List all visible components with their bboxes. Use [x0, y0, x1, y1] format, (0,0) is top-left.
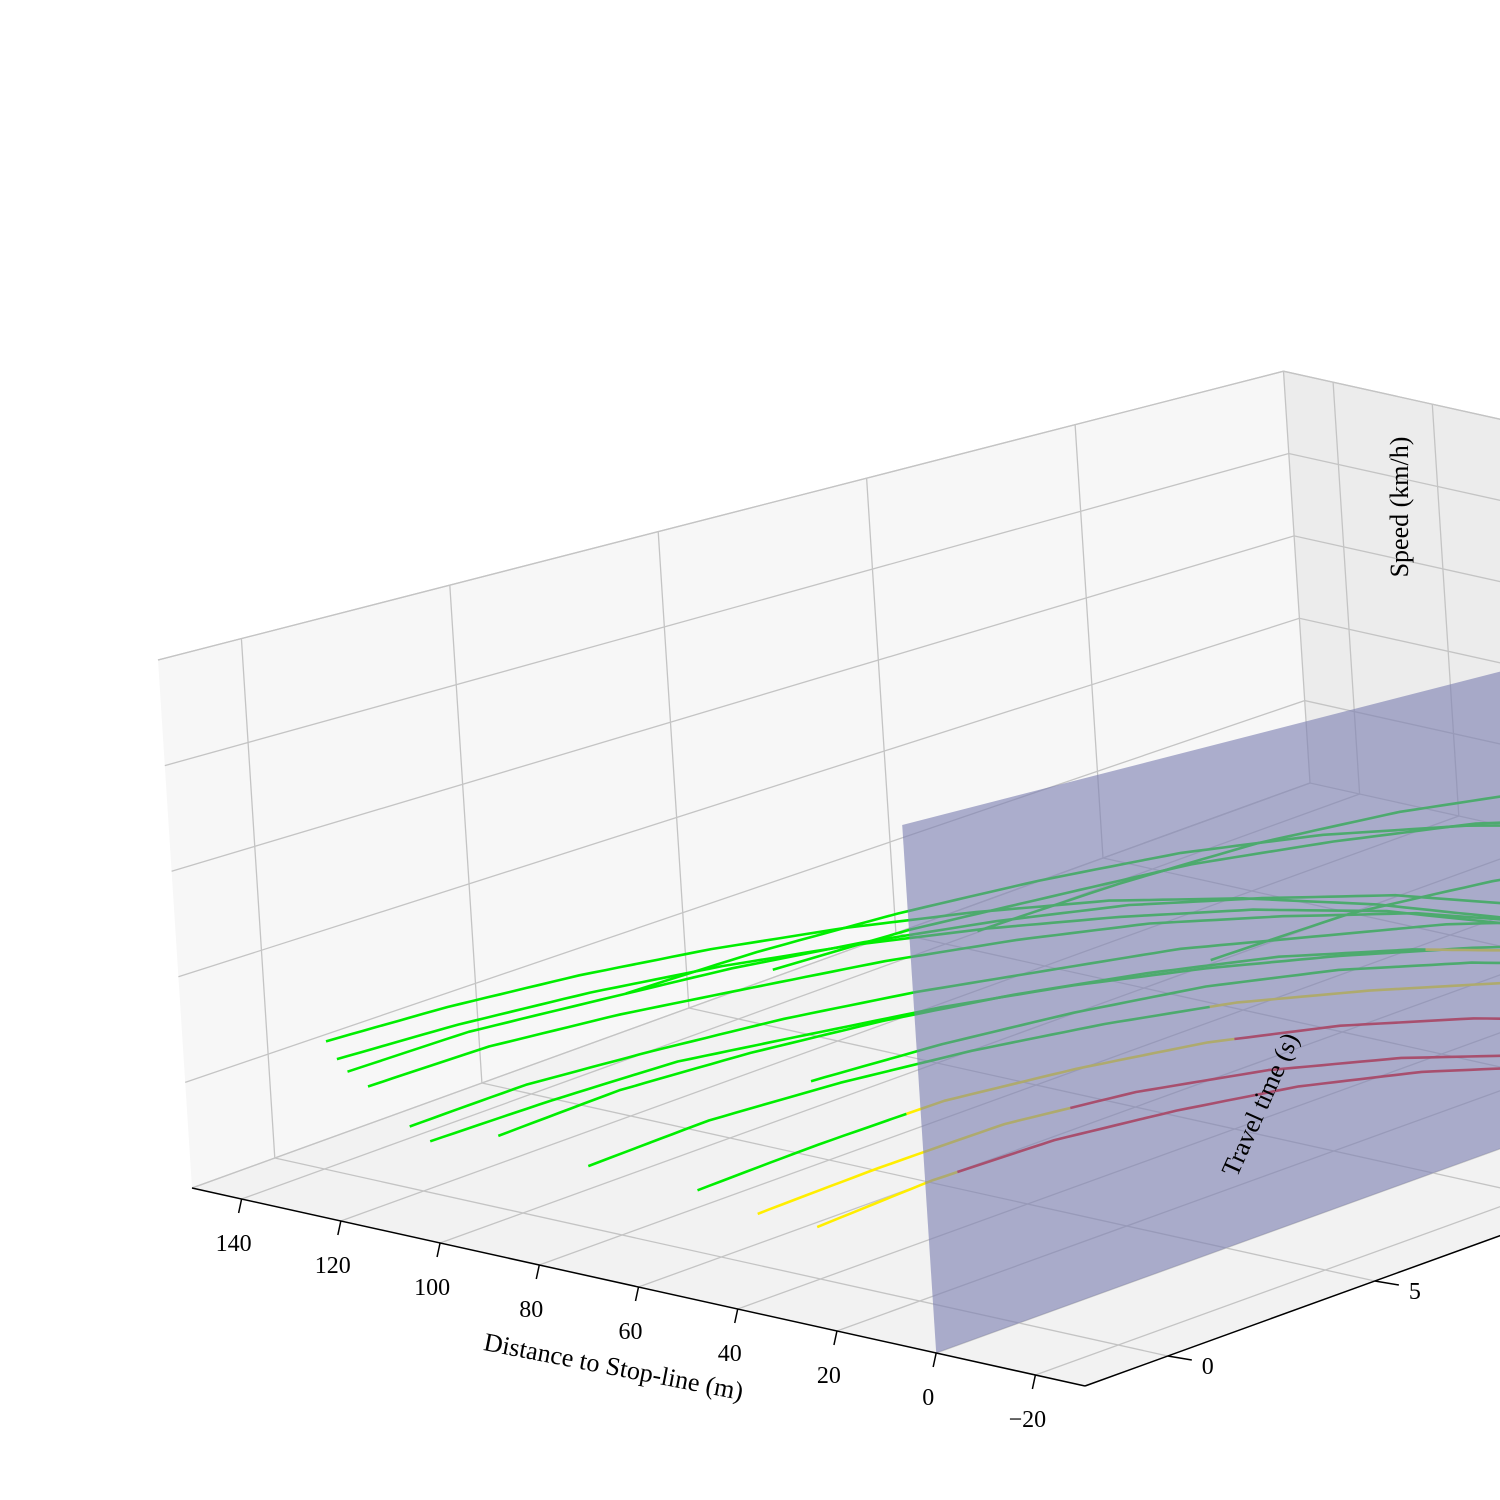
- z-axis-title: Speed (km/h): [1385, 437, 1414, 578]
- grid-line-x: [439, 858, 1500, 1244]
- grid-line-x: [1035, 1206, 1500, 1376]
- x-tick: [337, 1220, 342, 1236]
- x-tick: [535, 1264, 541, 1280]
- y-tick-label: 0: [1202, 1354, 1214, 1380]
- stop-line-plane: [902, 671, 1500, 1353]
- x-tick: [932, 1352, 937, 1368]
- x-tick-label: 120: [315, 1253, 351, 1279]
- x-tick-label: 140: [216, 1231, 252, 1257]
- y-tick: [1167, 1355, 1192, 1361]
- grid-line-x: [935, 1148, 1500, 1354]
- stop-line-plane-surface: [902, 671, 1500, 1353]
- x-tick-label: 20: [817, 1363, 841, 1389]
- x-tick-label: 0: [922, 1385, 934, 1411]
- x-tick: [733, 1308, 739, 1324]
- grid-line-z: [178, 617, 1500, 978]
- x-tick-label: 40: [718, 1341, 742, 1367]
- x-tick-label: −20: [1009, 1407, 1047, 1433]
- x-tick: [634, 1286, 640, 1302]
- y-axis-line: [1084, 1234, 1500, 1387]
- x-tick: [436, 1242, 441, 1258]
- y-tick-label: 5: [1409, 1279, 1421, 1305]
- x-tick: [1031, 1374, 1037, 1390]
- x-axis-title: Distance to Stop-line (m): [481, 1327, 745, 1406]
- grid-line-z: [164, 452, 1500, 767]
- x-tick-label: 80: [519, 1297, 543, 1323]
- x-tick: [237, 1198, 243, 1214]
- left-pane: [158, 371, 1310, 1188]
- axis-lines: [191, 1187, 1500, 1390]
- grid-line-z: [184, 699, 1500, 1084]
- grid-line-z: [171, 535, 1500, 872]
- trajectory-green-segment: [697, 1112, 907, 1192]
- grid-line-x: [539, 916, 1500, 1266]
- pane-edge: [157, 370, 1500, 661]
- x-tick-label: 100: [414, 1275, 450, 1301]
- x-tick: [833, 1330, 838, 1346]
- y-tick: [1374, 1280, 1399, 1286]
- x-tick-label: 60: [619, 1319, 643, 1345]
